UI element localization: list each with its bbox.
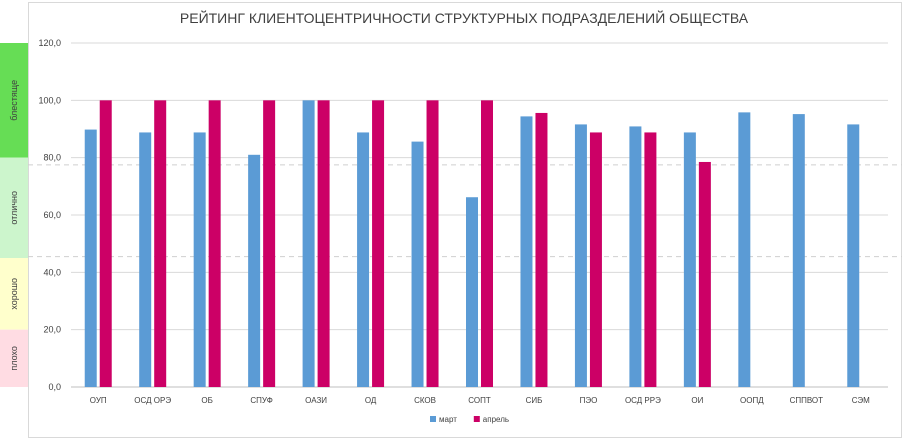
x-category-label: СППВОТ [790,396,824,405]
x-category-label: ОУП [90,396,107,405]
bar-mart [466,197,478,387]
x-category-label: ОИ [691,396,703,405]
bar-mart [84,129,97,387]
legend-label: март [439,415,457,424]
x-category-label: ОБ [201,396,212,405]
rating-band [0,329,28,387]
y-tick-label: 100,0 [38,95,61,105]
bar-mart [738,112,751,387]
rating-band-label: отлично [9,191,19,225]
bar-mart [520,116,533,388]
y-tick-label: 60,0 [43,210,61,220]
bar-mart [629,126,642,388]
legend-swatch [473,416,480,422]
bar-aprel [154,100,167,387]
bar-mart [792,114,805,388]
bar-mart [411,141,424,387]
legend-label: апрель [483,415,509,424]
rating-band [0,43,28,158]
x-category-label: СЭМ [852,396,870,405]
bar-aprel [535,112,548,388]
x-axis-labels: ОУП ОСД ОРЭ ОБ СПУФ ОАЗИ ОД СКОВ СОПТ СИБ ПЭО ОСД … [90,396,870,405]
bars [84,100,860,388]
x-category-label: СОПТ [468,396,491,405]
bar-aprel [208,100,221,387]
bar-aprel [372,100,385,387]
reference-lines [28,164,902,258]
chart-title: РЕЙТИНГ КЛИЕНТОЦЕНТРИЧНОСТИ СТРУКТУРНЫХ … [180,9,749,26]
y-axis-ticks: 0,0 20,0 40,0 60,0 80,0 100,0 120,0 [38,38,61,392]
rating-band-label: хорошо [9,278,19,310]
x-category-label: СПУФ [250,396,272,405]
x-category-label: ОСД ОРЭ [134,396,171,405]
bar-aprel [481,100,493,387]
x-category-label: ОАЗИ [305,396,327,405]
bar-aprel [698,161,711,387]
rating-band [0,157,28,258]
legend: март апрель [430,415,509,424]
chart-frame [28,2,902,438]
x-category-label: ПЭО [580,396,598,405]
y-tick-label: 0,0 [48,382,61,392]
y-tick-label: 20,0 [43,325,61,335]
bar-aprel [426,100,439,387]
bar-mart [847,124,860,387]
bar-aprel [263,100,276,387]
bar-aprel [644,132,657,387]
y-tick-label: 40,0 [43,267,61,277]
rating-band-label: плохо [9,346,19,371]
x-category-label: ОД [365,396,377,405]
x-category-label: ОСД РРЭ [625,396,661,405]
bar-mart [139,132,152,387]
x-category-label: ООПД [740,396,764,405]
rating-band [0,258,28,330]
x-category-label: СКОВ [414,396,436,405]
y-tick-label: 120,0 [38,38,61,48]
bar-mart [248,154,261,387]
x-category-label: СИБ [526,396,543,405]
gridlines [71,42,888,388]
bar-mart [357,132,370,387]
rating-bands: блестяще отлично хорошо плохо [0,43,28,387]
bar-mart [302,100,315,387]
bar-aprel [99,100,112,387]
bar-aprel [589,132,602,387]
bar-mart [193,132,206,387]
bar-mart [574,124,587,387]
rating-band-label: блестяще [9,80,19,121]
bar-aprel [317,100,330,387]
y-tick-label: 80,0 [43,153,61,163]
bar-mart [683,132,696,387]
legend-swatch [430,416,436,422]
